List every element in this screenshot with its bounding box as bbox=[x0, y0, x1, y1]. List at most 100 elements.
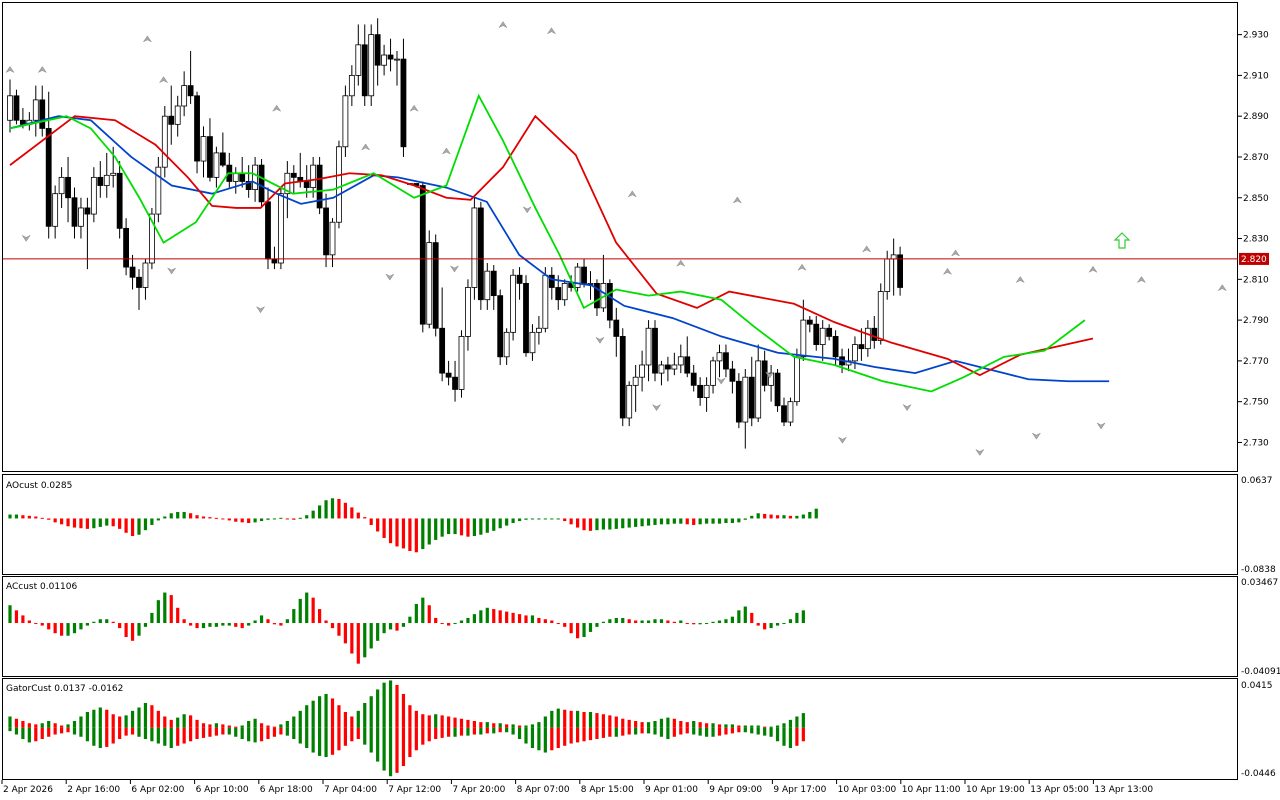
fractal-down-icon bbox=[255, 306, 266, 314]
gator-lower-bar bbox=[124, 727, 128, 736]
bear-candle bbox=[490, 270, 497, 297]
gator-lower-bar bbox=[537, 727, 541, 751]
ao-bar bbox=[621, 518, 625, 529]
ac-bar bbox=[421, 597, 425, 624]
ao-bar bbox=[485, 518, 489, 533]
gator-lower-bar bbox=[756, 727, 760, 735]
ao-bar bbox=[221, 518, 225, 520]
gator-upper-bar bbox=[659, 718, 664, 728]
bull-candle bbox=[561, 282, 568, 301]
bull-candle bbox=[645, 327, 652, 366]
gator-lower-bar bbox=[247, 727, 251, 742]
gator-upper-bar bbox=[382, 682, 386, 728]
gator-upper-bar bbox=[337, 705, 341, 728]
gator-lower-bar bbox=[401, 727, 406, 767]
gator-lower-bar bbox=[221, 727, 225, 735]
bear-candle bbox=[123, 227, 129, 268]
gator-lower-bar bbox=[582, 727, 586, 742]
ao-bar bbox=[517, 518, 522, 522]
gator-upper-bar bbox=[279, 724, 283, 728]
ao-bar bbox=[808, 511, 812, 519]
gator-upper-bar bbox=[666, 717, 670, 728]
ac-bar bbox=[350, 623, 354, 654]
gator-upper-bar bbox=[737, 725, 741, 728]
ao-bar bbox=[788, 515, 793, 519]
ao-bar bbox=[801, 514, 805, 519]
gator-lower-bar bbox=[240, 727, 244, 740]
ac-bar bbox=[543, 619, 547, 624]
gator-lower-bar bbox=[40, 727, 44, 740]
ac-panel[interactable]: ACcust 0.01106 0.03467 -0.04091 bbox=[2, 576, 1280, 678]
ac-bar bbox=[240, 623, 244, 629]
gator-upper-bar bbox=[208, 724, 212, 728]
ac-bar bbox=[14, 610, 19, 624]
gator-upper-bar bbox=[627, 719, 631, 728]
ac-bar bbox=[369, 623, 373, 649]
gator-lower-bar bbox=[234, 727, 238, 737]
ac-bar bbox=[550, 620, 554, 624]
gator-lower-bar bbox=[279, 727, 283, 735]
main-price-panel[interactable]: 2.930 2.910 2.890 2.870 2.850 2.830 2.810 2.790… bbox=[2, 2, 1270, 472]
ao-bar bbox=[685, 518, 689, 525]
gator-lower-bar bbox=[705, 727, 709, 737]
bear-candle bbox=[207, 136, 213, 178]
bull-candle bbox=[342, 95, 349, 148]
ac-bar bbox=[266, 619, 270, 624]
gator-upper-bar bbox=[395, 684, 399, 728]
gator-upper-bar bbox=[801, 713, 805, 728]
ac-bar bbox=[724, 619, 728, 624]
bear-candle bbox=[497, 295, 504, 358]
time-tick-label: 9 Apr 17:00 bbox=[773, 785, 826, 795]
gator-upper-bar bbox=[388, 680, 393, 728]
bear-candle bbox=[45, 128, 52, 227]
ac-bar bbox=[795, 612, 799, 624]
bear-candle bbox=[858, 344, 865, 350]
gator-lower-bar bbox=[330, 727, 335, 755]
gator-lower-bar bbox=[498, 727, 502, 733]
ao-bar bbox=[511, 518, 515, 524]
fractals bbox=[5, 21, 1228, 456]
fractal-down-icon bbox=[522, 206, 532, 214]
bear-candle bbox=[619, 336, 626, 419]
ao-bar bbox=[666, 518, 670, 525]
time-axis: 2 Apr 2026 2 Apr 16:00 6 Apr 02:00 6 Apr 10… bbox=[1, 780, 1153, 795]
bear-candle bbox=[39, 99, 46, 129]
ao-panel[interactable]: AOcust 0.0285 0.0637 -0.0838 bbox=[2, 474, 1277, 576]
ac-bar bbox=[537, 617, 541, 624]
ao-bar bbox=[40, 517, 44, 519]
gator-upper-bar bbox=[434, 714, 438, 728]
ac-bar bbox=[737, 610, 741, 624]
gator-upper-bar bbox=[788, 719, 793, 728]
ac-bar bbox=[272, 623, 277, 625]
ao-bar bbox=[672, 518, 676, 524]
gator-lower-bar bbox=[717, 727, 722, 736]
ao-bar bbox=[350, 507, 354, 519]
gator-panel[interactable]: GatorCust 0.0137 -0.0162 0.0415 -0.0446 bbox=[2, 678, 1277, 780]
gator-upper-bar bbox=[369, 696, 373, 728]
ac-bar bbox=[324, 620, 328, 624]
bear-candle bbox=[303, 181, 310, 188]
bear-candle bbox=[97, 176, 104, 186]
gator-lower-bar bbox=[292, 727, 296, 740]
time-tick-label: 9 Apr 09:00 bbox=[709, 785, 762, 795]
ac-bar bbox=[666, 620, 670, 624]
price-tick-label: 2.770 bbox=[1243, 357, 1269, 367]
ao-bar bbox=[195, 515, 199, 519]
ao-bar bbox=[453, 518, 457, 535]
gator-upper-bar bbox=[595, 713, 599, 728]
gator-upper-bar bbox=[453, 717, 457, 728]
ao-bar bbox=[588, 518, 593, 531]
ao-bar bbox=[189, 513, 193, 519]
gator-lower-bar bbox=[795, 727, 799, 746]
ao-bar bbox=[627, 518, 631, 528]
gator-upper-bar bbox=[189, 715, 193, 728]
gator-lower-bar bbox=[130, 727, 135, 735]
gator-upper-bar bbox=[646, 722, 651, 728]
bull-candle bbox=[677, 356, 684, 366]
gator-lower-bar bbox=[34, 727, 38, 742]
gator-lower-bar bbox=[563, 727, 567, 746]
ac-bar bbox=[763, 623, 767, 630]
gator-upper-bar bbox=[730, 724, 734, 728]
bull-candle bbox=[394, 58, 400, 61]
